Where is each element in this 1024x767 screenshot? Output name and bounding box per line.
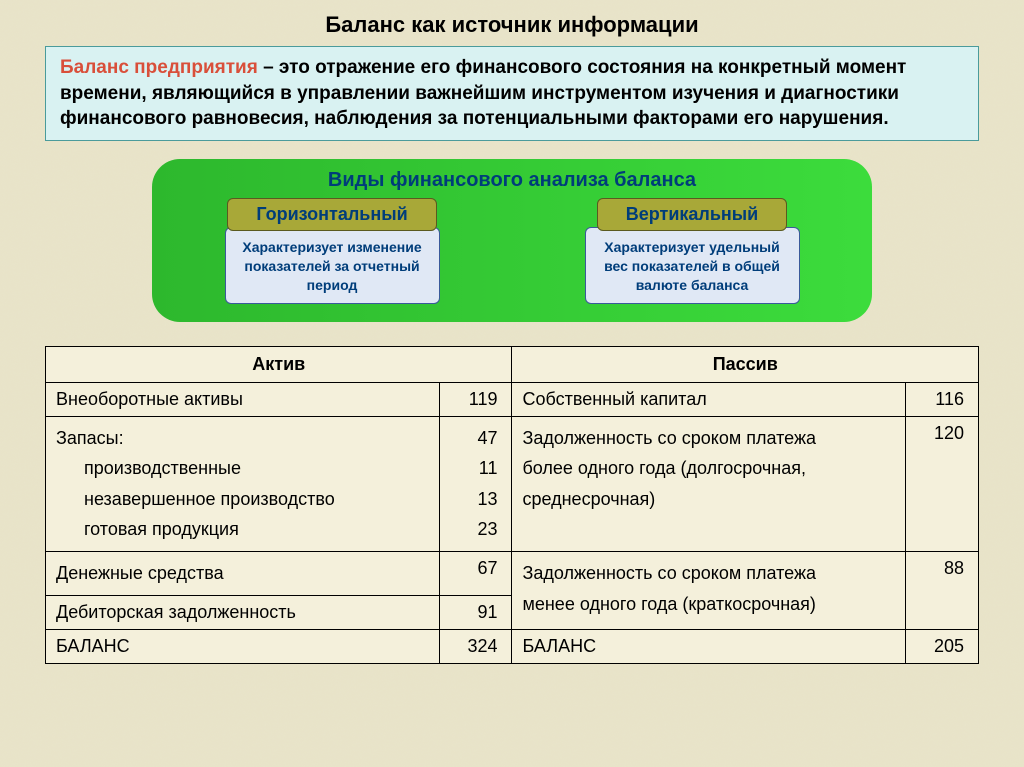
cell-value: 120: [906, 416, 979, 551]
text: Запасы:: [56, 428, 124, 448]
table-row: Денежные средства 67 Задолженность со ср…: [46, 551, 979, 595]
text: 23: [477, 519, 497, 539]
liability-header: Пассив: [512, 346, 979, 382]
text: 11: [479, 458, 498, 478]
cell-value: 324: [439, 629, 512, 663]
cell-label: БАЛАНС: [512, 629, 906, 663]
table-row: Внеоборотные активы 119 Собственный капи…: [46, 382, 979, 416]
text: готовая продукция: [56, 514, 239, 545]
horizontal-desc: Характеризует изменение показателей за о…: [225, 227, 440, 304]
analysis-columns: Горизонтальный Характеризует изменение п…: [182, 198, 842, 304]
text: Задолженность со сроком платежа: [522, 563, 816, 583]
cell-value: 47 11 13 23: [439, 416, 512, 551]
page-title: Баланс как источник информации: [45, 12, 979, 38]
asset-header: Актив: [46, 346, 512, 382]
table-row: БАЛАНС 324 БАЛАНС 205: [46, 629, 979, 663]
cell-label: Задолженность со сроком платежа более од…: [512, 416, 906, 551]
text: производственные: [56, 453, 241, 484]
text: среднесрочная): [522, 489, 655, 509]
text: незавершенное производство: [56, 484, 335, 515]
text: более одного года (долгосрочная,: [522, 458, 806, 478]
horizontal-header: Горизонтальный: [227, 198, 436, 231]
cell-label: Денежные средства: [46, 551, 440, 595]
cell-value: 88: [906, 551, 979, 629]
cell-label: Задолженность со сроком платежа менее од…: [512, 551, 906, 629]
definition-box: Баланс предприятия – это отражение его ф…: [45, 46, 979, 141]
cell-value: 67: [439, 551, 512, 595]
cell-value: 91: [439, 595, 512, 629]
text: 13: [477, 489, 497, 509]
text: 47: [477, 428, 497, 448]
cell-value: 205: [906, 629, 979, 663]
definition-highlight: Баланс предприятия: [60, 57, 258, 78]
table-header-row: Актив Пассив: [46, 346, 979, 382]
vertical-col: Вертикальный Характеризует удельный вес …: [542, 198, 842, 304]
text: Задолженность со сроком платежа: [522, 428, 816, 448]
analysis-title: Виды финансового анализа баланса: [182, 169, 842, 192]
cell-label: БАЛАНС: [46, 629, 440, 663]
cell-label: Внеоборотные активы: [46, 382, 440, 416]
cell-label: Дебиторская задолженность: [46, 595, 440, 629]
text: менее одного года (краткосрочная): [522, 594, 815, 614]
table-row: Запасы: производственные незавершенное п…: [46, 416, 979, 551]
horizontal-col: Горизонтальный Характеризует изменение п…: [182, 198, 482, 304]
balance-table: Актив Пассив Внеоборотные активы 119 Соб…: [45, 346, 979, 664]
cell-value: 116: [906, 382, 979, 416]
vertical-desc: Характеризует удельный вес показателей в…: [585, 227, 800, 304]
cell-label: Собственный капитал: [512, 382, 906, 416]
analysis-types-block: Виды финансового анализа баланса Горизон…: [152, 159, 872, 322]
cell-value: 119: [439, 382, 512, 416]
cell-label: Запасы: производственные незавершенное п…: [46, 416, 440, 551]
vertical-header: Вертикальный: [597, 198, 787, 231]
